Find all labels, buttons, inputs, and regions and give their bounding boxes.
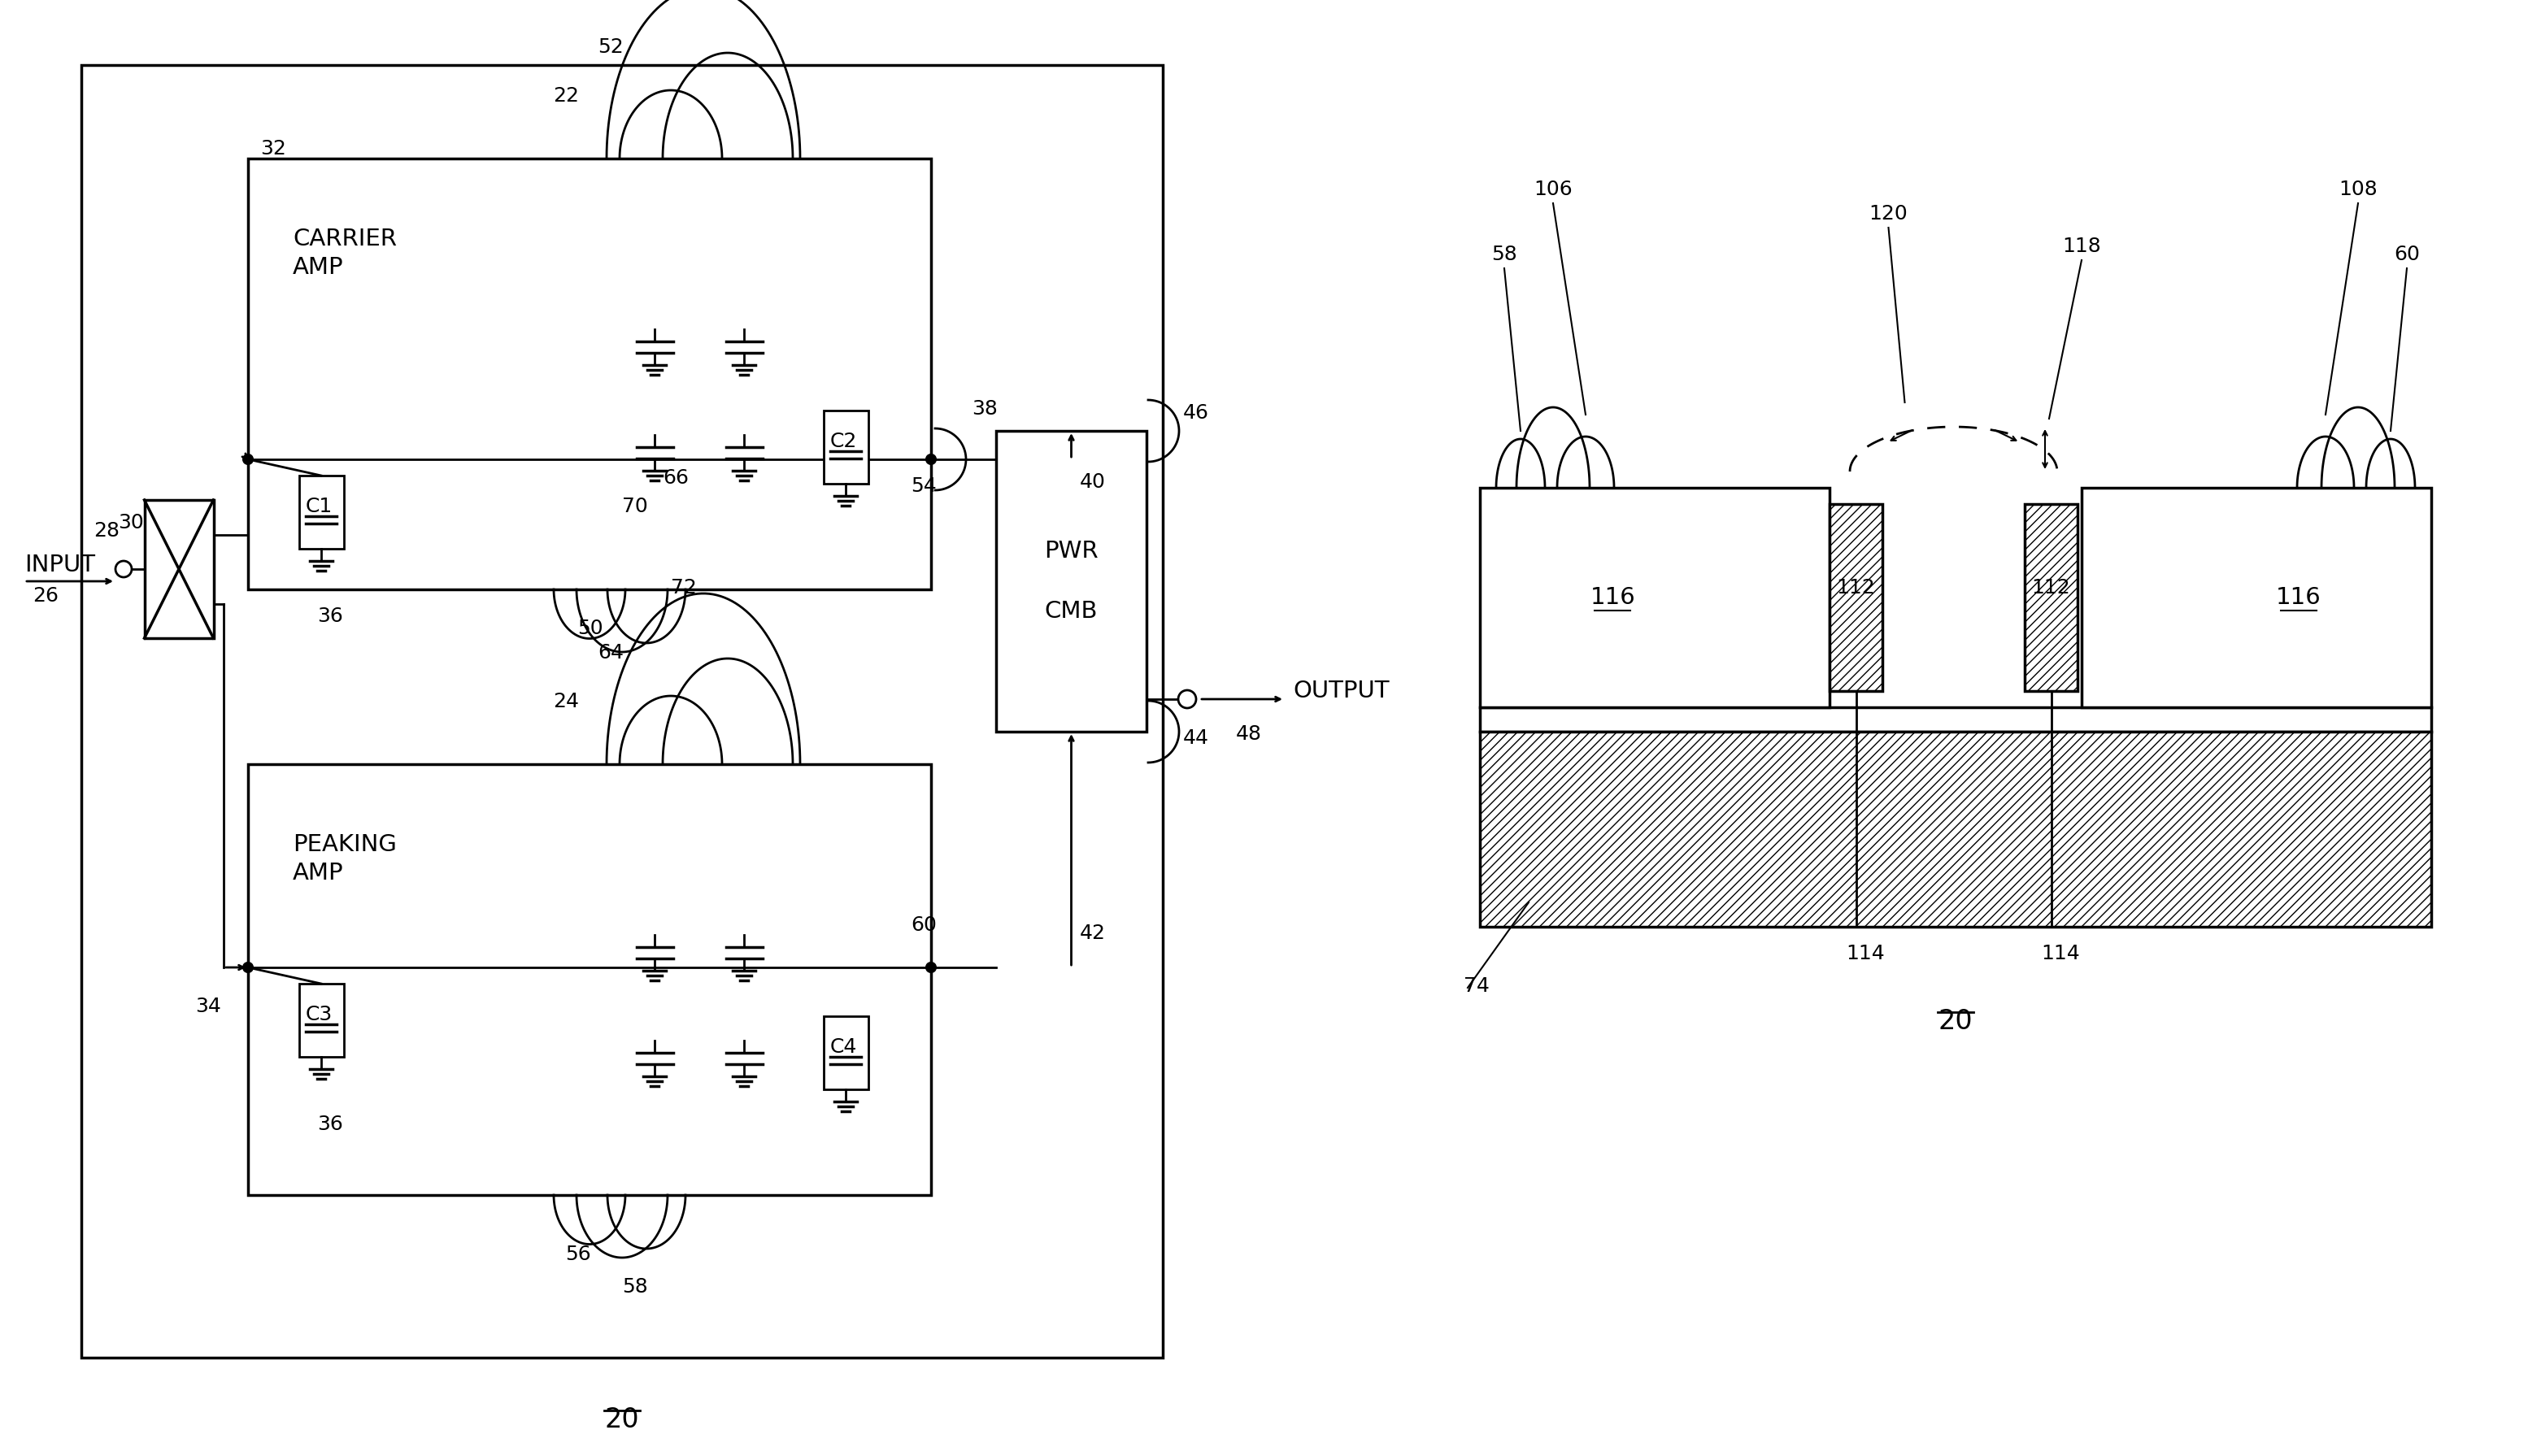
Text: 70: 70 bbox=[622, 496, 647, 517]
Text: 116: 116 bbox=[2275, 587, 2321, 609]
Circle shape bbox=[1178, 690, 1196, 708]
Text: 52: 52 bbox=[597, 38, 624, 57]
Bar bbox=[996, 431, 1148, 732]
Text: 66: 66 bbox=[662, 469, 688, 488]
Bar bbox=[2025, 504, 2078, 692]
Bar bbox=[1830, 504, 1883, 692]
Text: 38: 38 bbox=[971, 399, 999, 419]
Bar bbox=[248, 764, 930, 1195]
Text: 60: 60 bbox=[2394, 245, 2419, 264]
Bar bbox=[1479, 488, 1830, 708]
Text: 36: 36 bbox=[316, 1114, 344, 1134]
Text: AMP: AMP bbox=[293, 256, 344, 280]
Text: 114: 114 bbox=[1845, 943, 1886, 964]
Text: 30: 30 bbox=[119, 513, 144, 533]
Text: 58: 58 bbox=[1492, 245, 1517, 264]
Text: 46: 46 bbox=[1183, 403, 1208, 422]
Text: 72: 72 bbox=[670, 578, 698, 597]
Text: CARRIER: CARRIER bbox=[293, 227, 397, 250]
Text: 20: 20 bbox=[1939, 1008, 1972, 1035]
Text: 106: 106 bbox=[1534, 179, 1572, 199]
Text: 34: 34 bbox=[195, 997, 220, 1016]
Text: C1: C1 bbox=[306, 496, 331, 515]
Text: C4: C4 bbox=[829, 1037, 857, 1057]
Bar bbox=[1479, 708, 2432, 732]
Text: 24: 24 bbox=[554, 692, 579, 712]
Text: PWR: PWR bbox=[1044, 540, 1097, 562]
Text: 64: 64 bbox=[597, 644, 624, 662]
Text: 54: 54 bbox=[910, 476, 935, 496]
Text: INPUT: INPUT bbox=[25, 553, 96, 577]
Text: 20: 20 bbox=[604, 1406, 640, 1433]
Bar bbox=[824, 411, 867, 483]
Text: 36: 36 bbox=[316, 607, 344, 626]
Circle shape bbox=[116, 561, 131, 577]
Text: 112: 112 bbox=[1835, 578, 1876, 598]
Text: 116: 116 bbox=[1590, 587, 1636, 609]
Text: 118: 118 bbox=[2063, 236, 2101, 256]
Bar bbox=[1479, 732, 2432, 927]
Bar bbox=[298, 476, 344, 549]
Bar bbox=[248, 159, 930, 590]
Circle shape bbox=[925, 962, 935, 973]
Text: PEAKING: PEAKING bbox=[293, 833, 397, 856]
Text: 44: 44 bbox=[1183, 728, 1208, 748]
Text: 40: 40 bbox=[1079, 472, 1105, 492]
Circle shape bbox=[243, 454, 253, 464]
Text: 50: 50 bbox=[576, 619, 604, 638]
Text: 48: 48 bbox=[1236, 724, 1261, 744]
Circle shape bbox=[243, 962, 253, 973]
Text: C3: C3 bbox=[306, 1005, 331, 1024]
Text: 28: 28 bbox=[94, 521, 119, 540]
Circle shape bbox=[925, 454, 935, 464]
Text: 32: 32 bbox=[260, 138, 286, 159]
Text: 56: 56 bbox=[566, 1245, 592, 1264]
Bar bbox=[81, 66, 1163, 1357]
Bar bbox=[824, 1016, 867, 1089]
Text: 22: 22 bbox=[554, 86, 579, 106]
Text: AMP: AMP bbox=[293, 862, 344, 884]
Text: 74: 74 bbox=[1464, 977, 1489, 996]
Text: OUTPUT: OUTPUT bbox=[1292, 680, 1390, 702]
Text: CMB: CMB bbox=[1044, 600, 1097, 623]
Text: 58: 58 bbox=[622, 1277, 647, 1297]
Text: 26: 26 bbox=[33, 587, 58, 606]
Text: 112: 112 bbox=[2033, 578, 2070, 598]
Bar bbox=[298, 984, 344, 1057]
Text: 42: 42 bbox=[1079, 923, 1105, 943]
Text: 114: 114 bbox=[2040, 943, 2081, 964]
Text: 108: 108 bbox=[2338, 179, 2376, 199]
Bar bbox=[144, 499, 212, 638]
Text: 120: 120 bbox=[1868, 204, 1909, 224]
Text: 60: 60 bbox=[910, 916, 935, 935]
Text: C2: C2 bbox=[829, 431, 857, 451]
Bar bbox=[2081, 488, 2432, 708]
